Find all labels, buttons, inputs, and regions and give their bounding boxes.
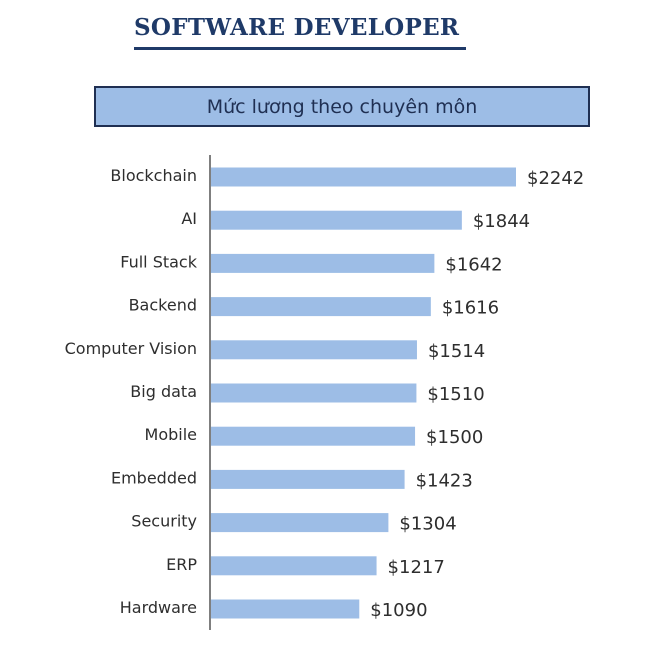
bar-hardware bbox=[211, 599, 360, 619]
value-label: $1514 bbox=[428, 341, 485, 362]
category-label: Blockchain bbox=[110, 166, 197, 185]
bar-mobile bbox=[211, 426, 416, 446]
chart-title: Mức lương theo chuyên môn bbox=[206, 95, 478, 118]
value-label: $1217 bbox=[388, 557, 445, 578]
bar-backend bbox=[211, 297, 431, 317]
category-label: Hardware bbox=[120, 598, 197, 617]
chart-title-box: Mức lương theo chuyên môn bbox=[94, 86, 590, 127]
bar-embedded bbox=[211, 469, 405, 489]
category-label: Embedded bbox=[111, 468, 197, 487]
category-label: Full Stack bbox=[120, 252, 197, 271]
value-label: $1642 bbox=[445, 254, 502, 275]
bar-computer-vision bbox=[211, 340, 417, 360]
category-label: Security bbox=[131, 512, 197, 531]
bar-big-data bbox=[211, 383, 417, 403]
category-label: Backend bbox=[129, 296, 197, 315]
bar-ai bbox=[211, 210, 462, 230]
bar-erp bbox=[211, 556, 377, 576]
value-label: $1616 bbox=[442, 298, 499, 319]
value-label: $1500 bbox=[426, 427, 483, 448]
value-label: $1090 bbox=[370, 600, 427, 621]
category-label: ERP bbox=[166, 555, 197, 574]
category-label: Big data bbox=[130, 382, 197, 401]
value-label: $1304 bbox=[399, 514, 456, 535]
category-label: Computer Vision bbox=[65, 339, 197, 358]
value-label: $1844 bbox=[473, 211, 530, 232]
page-title: SOFTWARE DEVELOPER bbox=[134, 14, 460, 41]
category-label: Mobile bbox=[145, 425, 197, 444]
value-label: $1510 bbox=[427, 384, 484, 405]
bar-security bbox=[211, 513, 389, 533]
bar-blockchain bbox=[211, 167, 516, 187]
title-underline bbox=[134, 47, 466, 50]
value-label: $2242 bbox=[527, 168, 584, 189]
bar-full-stack bbox=[211, 253, 435, 273]
value-label: $1423 bbox=[416, 470, 473, 491]
category-label: AI bbox=[181, 209, 197, 228]
